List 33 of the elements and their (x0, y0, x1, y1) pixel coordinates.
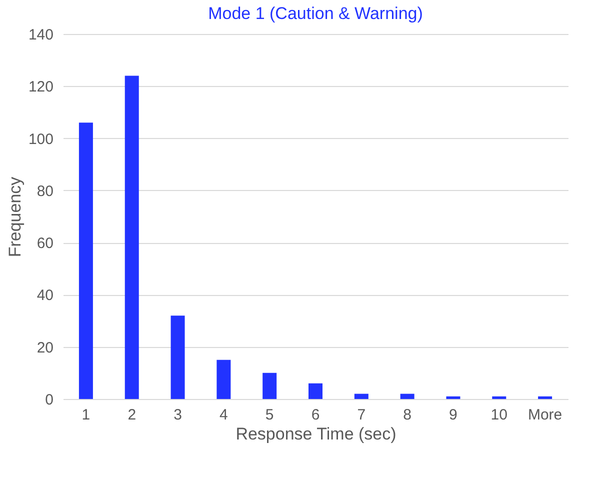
bar (400, 394, 414, 399)
x-axis-title: Response Time (sec) (236, 424, 396, 444)
y-tick-label: 40 (36, 287, 54, 304)
bar (124, 76, 139, 399)
bar (492, 396, 506, 399)
bar (170, 316, 185, 399)
x-tick-label: More (528, 406, 562, 424)
x-tick-label: 2 (128, 406, 136, 424)
bar (538, 396, 552, 399)
chart-title: Mode 1 (Caution & Warning) (208, 4, 423, 23)
x-tick-label: 1 (82, 406, 90, 424)
bar (446, 396, 460, 399)
bar (216, 360, 231, 399)
y-tick-label: 100 (28, 130, 54, 148)
y-tick-label: 0 (45, 392, 54, 408)
y-tick-label: 80 (36, 182, 54, 200)
y-tick-label: 60 (36, 235, 54, 252)
bar (308, 383, 322, 399)
bar (262, 372, 277, 399)
x-tick-label: 6 (311, 406, 320, 424)
x-tick-label: 10 (490, 406, 508, 424)
x-tick-label: 9 (449, 406, 458, 424)
x-tick-label: 5 (265, 406, 274, 424)
y-tick-label: 20 (36, 339, 54, 356)
y-tick-label: 120 (28, 78, 54, 96)
x-tick-label: 3 (174, 406, 182, 424)
bar (78, 122, 93, 399)
y-tick-label: 140 (28, 26, 54, 44)
x-tick-label: 4 (220, 406, 228, 424)
x-tick-label: 8 (403, 406, 412, 424)
bar (354, 394, 368, 399)
x-tick-label: 7 (357, 406, 366, 424)
y-axis-title: Frequency (5, 176, 24, 258)
